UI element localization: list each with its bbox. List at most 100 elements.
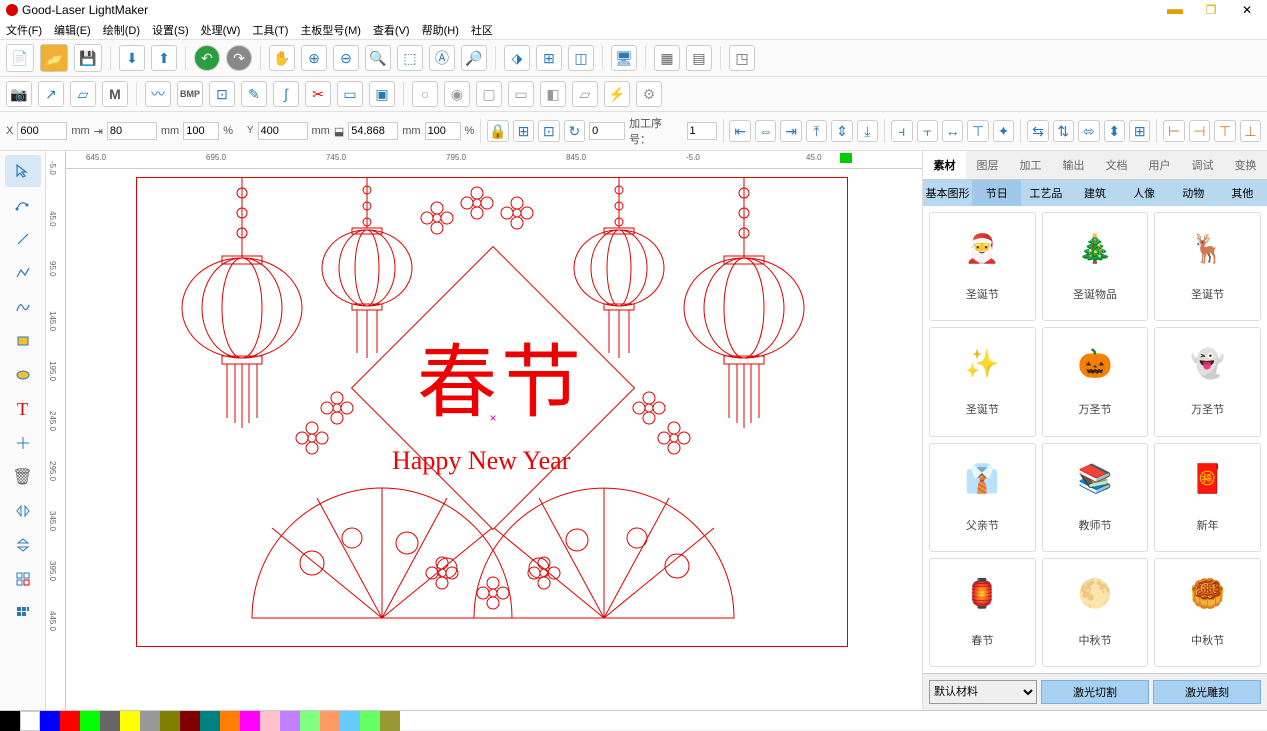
space-v-button[interactable]: ⇅ bbox=[1053, 120, 1074, 142]
right-subtab-1[interactable]: 节日 bbox=[972, 180, 1021, 206]
dist-h-button[interactable]: ⫞ bbox=[891, 120, 912, 142]
align1-button[interactable]: ▦ bbox=[654, 45, 680, 71]
edit-curve-button[interactable]: ✎ bbox=[241, 81, 267, 107]
grid-align-button[interactable]: ⊞ bbox=[1129, 120, 1150, 142]
circle2-button[interactable]: ◉ bbox=[444, 81, 470, 107]
save-button[interactable]: 💾 bbox=[74, 44, 102, 72]
pct1-input[interactable] bbox=[183, 122, 219, 140]
import-button[interactable]: ⬇ bbox=[119, 45, 145, 71]
mirror-v-tool[interactable] bbox=[5, 529, 41, 561]
ellipse-tool[interactable] bbox=[5, 359, 41, 391]
rect-tool[interactable] bbox=[5, 325, 41, 357]
gear2-button[interactable]: ⚙ bbox=[636, 81, 662, 107]
same-h-button[interactable]: ⬍ bbox=[1104, 120, 1125, 142]
text-tool[interactable]: T bbox=[5, 393, 41, 425]
color-swatch-17[interactable] bbox=[340, 711, 360, 731]
snap-b-button[interactable]: ⊥ bbox=[1240, 120, 1261, 142]
color-swatch-19[interactable] bbox=[380, 711, 400, 731]
material-item-2[interactable]: 🦌圣诞节 bbox=[1154, 212, 1261, 321]
dist-hc-button[interactable]: ⫟ bbox=[917, 120, 938, 142]
menu-process[interactable]: 处理(W) bbox=[201, 22, 241, 38]
material-item-1[interactable]: 🎄圣诞物品 bbox=[1042, 212, 1149, 321]
bezier-button[interactable]: ∫ bbox=[273, 81, 299, 107]
menu-settings[interactable]: 设置(S) bbox=[152, 22, 189, 38]
color-swatch-6[interactable] bbox=[120, 711, 140, 731]
snap-r-button[interactable]: ⊣ bbox=[1189, 120, 1210, 142]
material-item-8[interactable]: 🧧新年 bbox=[1154, 443, 1261, 552]
color-swatch-14[interactable] bbox=[280, 711, 300, 731]
right-tab-4[interactable]: 文档 bbox=[1095, 151, 1138, 179]
material-item-10[interactable]: 🌕中秋节 bbox=[1042, 558, 1149, 667]
w-input[interactable] bbox=[107, 122, 157, 140]
line-tool-button[interactable]: ↗ bbox=[38, 81, 64, 107]
zoom-actual-button[interactable]: 🔎 bbox=[461, 45, 487, 71]
maximize-button[interactable]: ❐ bbox=[1197, 3, 1225, 17]
laser-engrave-button[interactable]: 激光雕刻 bbox=[1153, 680, 1261, 704]
align-vcenter-button[interactable]: ⇕ bbox=[831, 120, 852, 142]
color-swatch-9[interactable] bbox=[180, 711, 200, 731]
color-swatch-7[interactable] bbox=[140, 711, 160, 731]
nodes-button[interactable]: ⊡ bbox=[209, 81, 235, 107]
open-button[interactable]: 📂 bbox=[40, 44, 68, 72]
array-button[interactable]: ⊞ bbox=[536, 45, 562, 71]
menu-help[interactable]: 帮助(H) bbox=[422, 22, 459, 38]
right-tab-6[interactable]: 调试 bbox=[1181, 151, 1224, 179]
curve-button[interactable]: 〰 bbox=[145, 81, 171, 107]
color-swatch-10[interactable] bbox=[200, 711, 220, 731]
pct2-input[interactable] bbox=[425, 122, 461, 140]
para-button[interactable]: ▱ bbox=[572, 81, 598, 107]
material-item-5[interactable]: 👻万圣节 bbox=[1154, 327, 1261, 436]
rect1-button[interactable]: ▢ bbox=[476, 81, 502, 107]
right-tab-3[interactable]: 输出 bbox=[1052, 151, 1095, 179]
anchor2-button[interactable]: ⊡ bbox=[538, 120, 559, 142]
zoom-fit-button[interactable]: 🔍 bbox=[365, 45, 391, 71]
anchor-button[interactable]: ⊞ bbox=[513, 120, 534, 142]
right-subtab-0[interactable]: 基本图形 bbox=[923, 180, 972, 206]
extra-button[interactable]: ◳ bbox=[729, 45, 755, 71]
menu-draw[interactable]: 绘制(D) bbox=[103, 22, 140, 38]
align-top-button[interactable]: ⤒ bbox=[806, 120, 827, 142]
color-swatch-5[interactable] bbox=[100, 711, 120, 731]
snap-l-button[interactable]: ⊢ bbox=[1163, 120, 1184, 142]
right-subtab-6[interactable]: 其他 bbox=[1218, 180, 1267, 206]
point-tool[interactable] bbox=[5, 427, 41, 459]
align-hcenter-button[interactable]: ⇔ bbox=[755, 120, 776, 142]
zoom-out-button[interactable]: ⊖ bbox=[333, 45, 359, 71]
right-tab-1[interactable]: 图层 bbox=[966, 151, 1009, 179]
color-swatch-11[interactable] bbox=[220, 711, 240, 731]
right-tab-5[interactable]: 用户 bbox=[1138, 151, 1181, 179]
material-item-4[interactable]: 🎃万圣节 bbox=[1042, 327, 1149, 436]
select-tool[interactable] bbox=[5, 155, 41, 187]
color-swatch-8[interactable] bbox=[160, 711, 180, 731]
camera-button[interactable]: 📷 bbox=[6, 81, 32, 107]
right-subtab-4[interactable]: 人像 bbox=[1120, 180, 1169, 206]
job-input[interactable] bbox=[687, 122, 717, 140]
menu-file[interactable]: 文件(F) bbox=[6, 22, 42, 38]
color-swatch-2[interactable] bbox=[40, 711, 60, 731]
zoom-in-button[interactable]: ⊕ bbox=[301, 45, 327, 71]
cut-node-button[interactable]: ✂ bbox=[305, 81, 331, 107]
array-tool[interactable] bbox=[5, 563, 41, 595]
color-swatch-4[interactable] bbox=[80, 711, 100, 731]
h-input[interactable] bbox=[348, 122, 398, 140]
close-button[interactable]: ✕ bbox=[1233, 3, 1261, 17]
polyline-tool[interactable] bbox=[5, 257, 41, 289]
mirror-h-tool[interactable] bbox=[5, 495, 41, 527]
dist-h2-button[interactable]: ↔ bbox=[942, 120, 963, 142]
menu-edit[interactable]: 编辑(E) bbox=[54, 22, 91, 38]
material-item-6[interactable]: 👔父亲节 bbox=[929, 443, 1036, 552]
laser-cut-button[interactable]: 激光切割 bbox=[1041, 680, 1149, 704]
color-swatch-0[interactable] bbox=[0, 711, 20, 731]
curve-tool[interactable] bbox=[5, 291, 41, 323]
menu-model[interactable]: 主板型号(M) bbox=[300, 22, 361, 38]
export-button[interactable]: ⬆ bbox=[151, 45, 177, 71]
x-input[interactable] bbox=[17, 122, 67, 140]
color-swatch-1[interactable] bbox=[20, 711, 40, 731]
align-bottom-button[interactable]: ⤓ bbox=[857, 120, 878, 142]
menu-tools[interactable]: 工具(T) bbox=[252, 22, 288, 38]
color-swatch-3[interactable] bbox=[60, 711, 80, 731]
material-item-3[interactable]: ✨圣诞节 bbox=[929, 327, 1036, 436]
align-left-button[interactable]: ⇤ bbox=[729, 120, 750, 142]
redo-button[interactable]: ↷ bbox=[226, 45, 252, 71]
space-h-button[interactable]: ⇆ bbox=[1027, 120, 1048, 142]
